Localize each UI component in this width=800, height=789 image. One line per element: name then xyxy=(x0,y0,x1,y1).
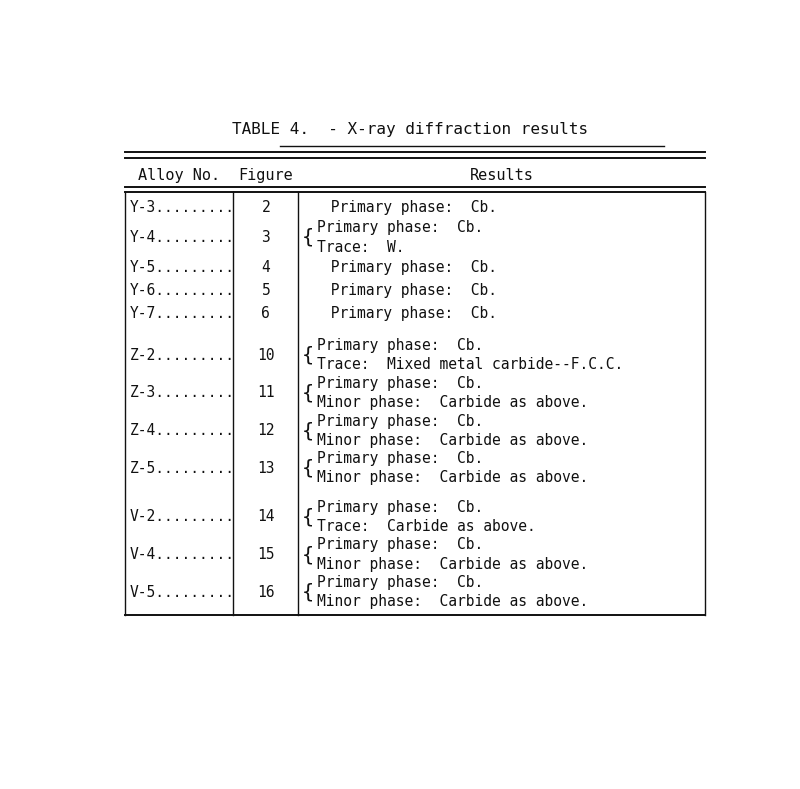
Text: 3: 3 xyxy=(262,230,270,245)
Text: 10: 10 xyxy=(257,348,274,363)
Text: V-5.........: V-5......... xyxy=(130,585,234,600)
Text: Y-7.........: Y-7......... xyxy=(130,306,234,321)
Text: Z-3.........: Z-3......... xyxy=(130,386,234,401)
Text: Primary phase:  Cb.: Primary phase: Cb. xyxy=(322,200,497,215)
Text: Trace:  Mixed metal carbide--F.C.C.: Trace: Mixed metal carbide--F.C.C. xyxy=(317,357,623,372)
Text: 5: 5 xyxy=(262,283,270,298)
Text: 15: 15 xyxy=(257,547,274,562)
Text: {: { xyxy=(302,383,314,402)
Text: Primary phase:  Cb.: Primary phase: Cb. xyxy=(322,306,497,321)
Text: Trace:  Carbide as above.: Trace: Carbide as above. xyxy=(317,519,536,534)
Text: V-4.........: V-4......... xyxy=(130,547,234,562)
Text: Y-6.........: Y-6......... xyxy=(130,283,234,298)
Text: Y-3.........: Y-3......... xyxy=(130,200,234,215)
Text: {: { xyxy=(302,228,314,247)
Text: Primary phase:  Cb.: Primary phase: Cb. xyxy=(322,260,497,275)
Text: Y-4.........: Y-4......... xyxy=(130,230,234,245)
Text: Minor phase:  Carbide as above.: Minor phase: Carbide as above. xyxy=(317,594,588,609)
Text: Minor phase:  Carbide as above.: Minor phase: Carbide as above. xyxy=(317,432,588,447)
Text: 14: 14 xyxy=(257,510,274,525)
Text: Primary phase:  Cb.: Primary phase: Cb. xyxy=(322,283,497,298)
Text: Z-2.........: Z-2......... xyxy=(130,348,234,363)
Text: Primary phase:  Cb.: Primary phase: Cb. xyxy=(317,220,483,235)
Text: 2: 2 xyxy=(262,200,270,215)
Text: Primary phase:  Cb.: Primary phase: Cb. xyxy=(317,499,483,514)
Text: 13: 13 xyxy=(257,461,274,476)
Text: {: { xyxy=(302,507,314,526)
Text: Primary phase:  Cb.: Primary phase: Cb. xyxy=(317,537,483,552)
Text: 12: 12 xyxy=(257,423,274,438)
Text: 4: 4 xyxy=(262,260,270,275)
Text: Results: Results xyxy=(470,168,534,183)
Text: 6: 6 xyxy=(262,306,270,321)
Text: Trace:  W.: Trace: W. xyxy=(317,240,405,255)
Text: Primary phase:  Cb.: Primary phase: Cb. xyxy=(317,413,483,428)
Text: {: { xyxy=(302,346,314,365)
Text: Y-5.........: Y-5......... xyxy=(130,260,234,275)
Text: 11: 11 xyxy=(257,386,274,401)
Text: Alloy No.: Alloy No. xyxy=(138,168,220,183)
Text: Figure: Figure xyxy=(238,168,294,183)
Text: Primary phase:  Cb.: Primary phase: Cb. xyxy=(317,338,483,353)
Text: {: { xyxy=(302,545,314,564)
Text: 16: 16 xyxy=(257,585,274,600)
Text: Primary phase:  Cb.: Primary phase: Cb. xyxy=(317,575,483,590)
Text: Z-4.........: Z-4......... xyxy=(130,423,234,438)
Text: {: { xyxy=(302,421,314,440)
Text: Primary phase:  Cb.: Primary phase: Cb. xyxy=(317,376,483,391)
Text: V-2.........: V-2......... xyxy=(130,510,234,525)
Text: Minor phase:  Carbide as above.: Minor phase: Carbide as above. xyxy=(317,470,588,485)
Text: Z-5.........: Z-5......... xyxy=(130,461,234,476)
Text: {: { xyxy=(302,459,314,478)
Text: TABLE 4.  - X-ray diffraction results: TABLE 4. - X-ray diffraction results xyxy=(232,122,588,137)
Text: Primary phase:  Cb.: Primary phase: Cb. xyxy=(317,451,483,466)
Text: {: { xyxy=(302,583,314,602)
Text: Minor phase:  Carbide as above.: Minor phase: Carbide as above. xyxy=(317,395,588,410)
Text: Minor phase:  Carbide as above.: Minor phase: Carbide as above. xyxy=(317,557,588,572)
